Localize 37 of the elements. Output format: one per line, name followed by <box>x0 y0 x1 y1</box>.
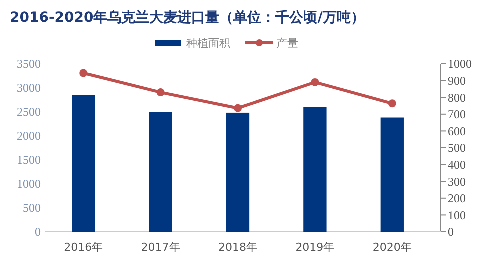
x-tick-label: 2017年 <box>141 241 180 254</box>
y-tick-label: 500 <box>23 201 41 216</box>
y2-tick-label: 500 <box>448 141 466 156</box>
x-tick-label: 2019年 <box>296 241 335 254</box>
y-tick-label: 1000 <box>17 177 41 192</box>
y2-tick-label: 100 <box>448 208 466 222</box>
point <box>311 78 320 86</box>
x-tick-label: 2018年 <box>218 241 258 254</box>
y2-tick-label: 700 <box>448 108 466 122</box>
y-tick-label: 2000 <box>17 129 41 144</box>
y2-tick-label: 0 <box>448 225 454 240</box>
legend-label: 产量 <box>276 36 298 50</box>
bar <box>380 118 404 232</box>
y2-tick-label: 400 <box>448 158 466 172</box>
y2-tick-label: 1000 <box>448 57 472 72</box>
y2-tick-label: 600 <box>448 124 466 138</box>
chart-title: 2016-2020年乌克兰大麦进口量（单位：千公顷/万吨） <box>10 9 365 26</box>
x-tick-label: 2016年 <box>64 241 104 254</box>
point <box>234 104 242 112</box>
point <box>156 88 165 97</box>
bar <box>149 112 172 232</box>
bar <box>304 107 327 232</box>
point <box>388 100 396 108</box>
bar <box>226 112 250 232</box>
y2-tick-label: 300 <box>448 174 466 189</box>
legend-label: 种植面积 <box>186 36 230 50</box>
x-tick-label: 2020年 <box>372 241 412 254</box>
y-tick-label: 0 <box>35 225 41 240</box>
y-tick-label: 2500 <box>17 105 41 120</box>
y-tick-label: 3000 <box>17 81 41 96</box>
point <box>80 69 88 78</box>
y-tick-label: 3500 <box>17 57 41 72</box>
y-tick-label: 1500 <box>17 153 41 168</box>
y2-tick-label: 800 <box>448 90 466 105</box>
y2-tick-label: 900 <box>448 74 466 88</box>
y2-tick-label: 200 <box>448 192 466 206</box>
bar <box>72 95 96 232</box>
